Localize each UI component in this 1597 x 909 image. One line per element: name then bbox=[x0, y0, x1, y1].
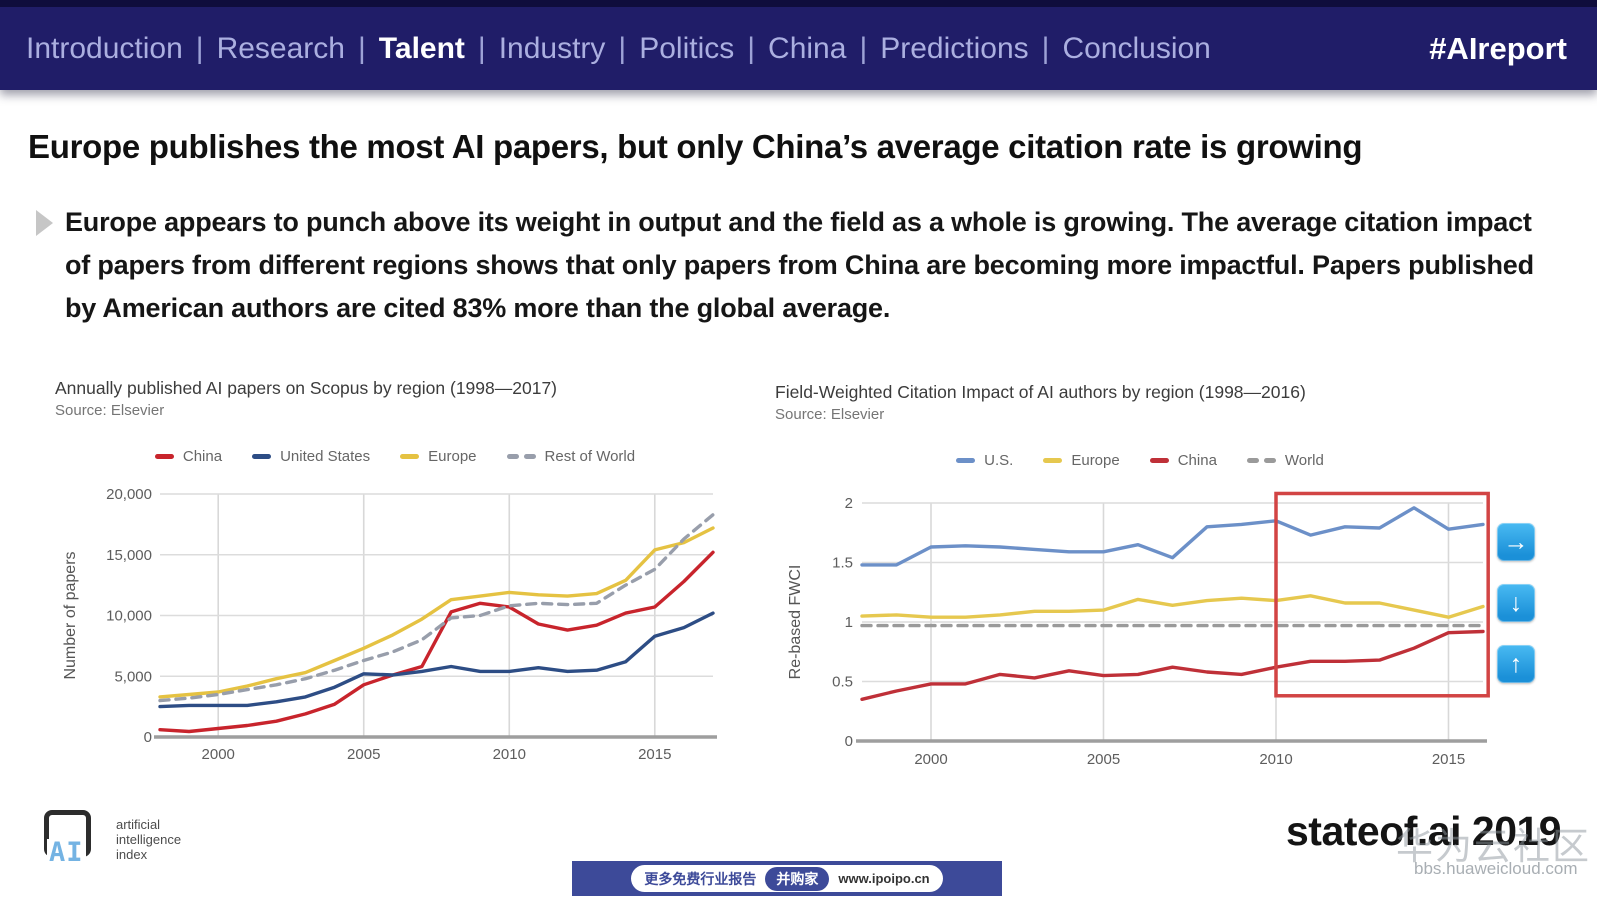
legend-item-china: China bbox=[154, 448, 223, 465]
nav-item-talent[interactable]: Talent bbox=[378, 31, 465, 65]
legend-label: Rest of World bbox=[544, 448, 636, 465]
highlight-rect bbox=[1274, 491, 1490, 698]
svg-text:15,000: 15,000 bbox=[106, 547, 152, 564]
svg-text:2005: 2005 bbox=[1087, 751, 1120, 768]
svg-text:2000: 2000 bbox=[914, 751, 947, 768]
up-arrow-icon: ↑ bbox=[1497, 645, 1535, 683]
hashtag-label: #AIreport bbox=[1429, 30, 1567, 66]
nav-separator: | bbox=[357, 31, 366, 65]
fwci-chart-source: Source: Elsevier bbox=[775, 406, 885, 423]
nav-item-introduction[interactable]: Introduction bbox=[26, 31, 183, 65]
legend-item-europe: Europe bbox=[1043, 452, 1120, 469]
nav-item-conclusion[interactable]: Conclusion bbox=[1062, 31, 1211, 65]
nav-separator: | bbox=[1041, 31, 1050, 65]
nav-item-politics[interactable]: Politics bbox=[639, 31, 735, 65]
legend-item-europe: Europe bbox=[400, 448, 477, 465]
legend-swatch bbox=[400, 454, 420, 459]
legend-label: Europe bbox=[1071, 452, 1120, 469]
papers-line-chart: 2000 2005 2010 2015 0 5,000 10,000 15,000 20,000… bbox=[62, 486, 717, 763]
legend-swatch bbox=[1149, 458, 1169, 463]
bullet-arrow-icon bbox=[36, 210, 53, 236]
legend-swatch bbox=[956, 458, 976, 463]
legend-item-world: World bbox=[1246, 452, 1324, 469]
nav-item-industry[interactable]: Industry bbox=[498, 31, 606, 65]
papers-chart-legend: China United States Europe Rest of World bbox=[55, 448, 735, 465]
fwci-chart-section: Field-Weighted Citation Impact of AI aut… bbox=[775, 382, 1505, 778]
fwci-chart-legend: U.S. Europe China World bbox=[775, 452, 1505, 469]
legend-swatch bbox=[506, 454, 536, 459]
svg-text:2: 2 bbox=[845, 495, 853, 512]
svg-text:0.5: 0.5 bbox=[832, 674, 853, 691]
legend-label: Europe bbox=[428, 448, 477, 465]
banner-pill: 更多免费行业报告 并购家 www.ipoipo.cn bbox=[631, 865, 943, 892]
legend-item-united-states: United States bbox=[252, 448, 370, 465]
nav-separator: | bbox=[477, 31, 486, 65]
fwci-chart-title: Field-Weighted Citation Impact of AI aut… bbox=[775, 382, 1306, 402]
papers-chart-source: Source: Elsevier bbox=[55, 402, 165, 419]
lede-text: Europe appears to punch above its weight… bbox=[65, 207, 1534, 323]
ai-index-wordmark-line2: intelligence bbox=[116, 832, 182, 847]
bottom-banner: 更多免费行业报告 并购家 www.ipoipo.cn bbox=[572, 861, 1002, 896]
svg-text:10,000: 10,000 bbox=[106, 608, 152, 625]
svg-text:0: 0 bbox=[845, 733, 853, 750]
legend-label: World bbox=[1284, 452, 1324, 469]
svg-text:2015: 2015 bbox=[638, 746, 671, 763]
svg-text:Number of papers: Number of papers bbox=[62, 551, 79, 679]
nav-separator: | bbox=[618, 31, 627, 65]
legend-swatch bbox=[1043, 458, 1063, 463]
top-nav: Introduction | Research | Talent | Industry | Po… bbox=[0, 0, 1597, 90]
legend-swatch bbox=[154, 454, 174, 459]
legend-item-rest-of-world: Rest of World bbox=[506, 448, 636, 465]
svg-text:2010: 2010 bbox=[493, 746, 526, 763]
lede: Europe appears to punch above its weight… bbox=[36, 201, 1546, 330]
legend-label: China bbox=[182, 448, 223, 465]
ai-index-wordmark: artificial intelligence index bbox=[116, 817, 181, 862]
legend-item-china: China bbox=[1149, 452, 1217, 469]
legend-label: U.S. bbox=[984, 452, 1014, 469]
nav-separator: | bbox=[859, 31, 868, 65]
svg-text:Re-based FWCI: Re-based FWCI bbox=[787, 565, 804, 680]
ai-index-logo: AI bbox=[44, 810, 104, 866]
svg-text:2015: 2015 bbox=[1432, 751, 1465, 768]
legend-label: China bbox=[1177, 452, 1217, 469]
ai-index-wordmark-line3: index bbox=[116, 847, 148, 862]
svg-text:2005: 2005 bbox=[347, 746, 380, 763]
svg-text:5,000: 5,000 bbox=[114, 668, 152, 685]
nav-item-china[interactable]: China bbox=[768, 31, 847, 65]
ai-index-monogram: AI bbox=[47, 837, 86, 868]
ai-index-wordmark-line1: artificial bbox=[116, 817, 161, 832]
banner-url: www.ipoipo.cn bbox=[838, 871, 930, 886]
svg-text:0: 0 bbox=[144, 729, 152, 746]
nav-separator: | bbox=[195, 31, 204, 65]
nav-item-predictions[interactable]: Predictions bbox=[880, 31, 1029, 65]
fwci-line-chart: 2000 2005 2010 2015 0 0.5 1 1.5 2 Re-based FWCI bbox=[787, 491, 1490, 768]
stateofai-brand: stateof.ai 2019 bbox=[1286, 808, 1562, 854]
legend-swatch bbox=[1246, 458, 1276, 463]
svg-text:1.5: 1.5 bbox=[832, 555, 853, 572]
page-title: Europe publishes the most AI papers, but… bbox=[28, 128, 1363, 165]
watermark-cn: 华为云社区 bbox=[1396, 826, 1591, 867]
svg-text:2010: 2010 bbox=[1259, 751, 1292, 768]
nav-separator: | bbox=[747, 31, 756, 65]
trend-buttons: → ↓ ↑ bbox=[1497, 523, 1535, 683]
papers-chart-section: Annually published AI papers on Scopus b… bbox=[55, 378, 735, 774]
banner-badge: 并购家 bbox=[765, 866, 830, 891]
legend-label: United States bbox=[280, 448, 371, 465]
nav-menu: Introduction | Research | Talent | Industry | Po… bbox=[26, 32, 1211, 66]
watermark-url: bbs.huaweicloud.com bbox=[1414, 859, 1578, 878]
flat-arrow-icon: → bbox=[1497, 523, 1535, 561]
legend-item-u-s-: U.S. bbox=[956, 452, 1013, 469]
nav-item-research[interactable]: Research bbox=[216, 31, 345, 65]
svg-text:2000: 2000 bbox=[202, 746, 235, 763]
banner-prefix-text: 更多免费行业报告 bbox=[644, 870, 757, 887]
svg-text:1: 1 bbox=[845, 614, 853, 631]
legend-swatch bbox=[252, 454, 272, 459]
svg-text:20,000: 20,000 bbox=[106, 486, 152, 503]
papers-chart-title: Annually published AI papers on Scopus b… bbox=[55, 378, 558, 398]
down-arrow-icon: ↓ bbox=[1497, 584, 1535, 622]
